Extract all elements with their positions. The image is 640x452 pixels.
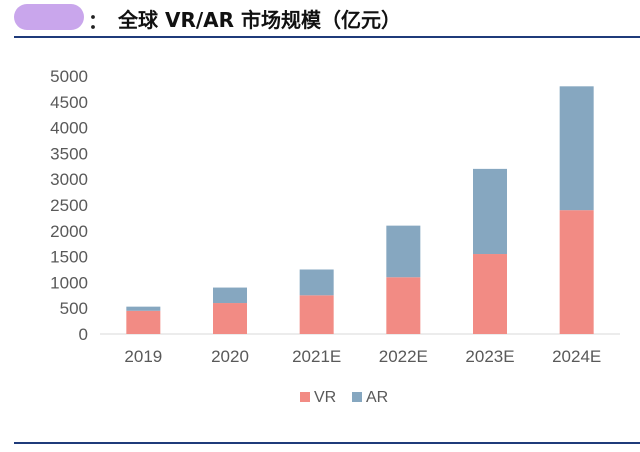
bar-vr	[386, 277, 421, 334]
bar-vr	[559, 210, 594, 334]
y-tick-label: 0	[79, 325, 88, 344]
y-tick-label: 3500	[50, 144, 88, 163]
bar-ar	[386, 225, 421, 278]
legend-swatch-ar	[352, 392, 362, 402]
bar-ar	[299, 269, 334, 296]
bottom-rule	[14, 442, 640, 444]
redaction-blob	[14, 4, 84, 30]
title-bar: ： 全球 VR/AR 市场规模（亿元）	[0, 0, 640, 34]
legend-label-vr: VR	[314, 389, 336, 406]
y-tick-label: 1500	[50, 248, 88, 267]
title-colon: ：	[88, 11, 108, 33]
y-tick-label: 5000	[50, 67, 88, 86]
bar-vr	[299, 295, 334, 334]
y-tick-label: 4000	[50, 119, 88, 138]
legend-swatch-vr	[300, 392, 310, 402]
bar-vr	[473, 254, 507, 334]
bar-ar	[213, 287, 247, 304]
y-tick-label: 2000	[50, 222, 88, 241]
bar-ar	[126, 306, 161, 311]
chart-title: 全球 VR/AR 市场规模（亿元）	[118, 8, 401, 32]
title-rule	[14, 36, 640, 38]
x-tick-label: 2024E	[552, 347, 601, 366]
x-tick-label: 2021E	[292, 347, 341, 366]
x-tick-label: 2023E	[465, 347, 514, 366]
x-tick-label: 2019	[124, 347, 162, 366]
y-tick-label: 3000	[50, 170, 88, 189]
x-tick-label: 2022E	[379, 347, 428, 366]
y-tick-label: 500	[60, 299, 88, 318]
y-tick-label: 1000	[50, 273, 88, 292]
x-tick-label: 2020	[211, 347, 249, 366]
legend-label-ar: AR	[366, 389, 388, 406]
y-tick-label: 2500	[50, 196, 88, 215]
bar-vr	[213, 303, 247, 334]
bar-ar	[473, 168, 507, 255]
bar-vr	[126, 310, 161, 334]
y-tick-label: 4500	[50, 93, 88, 112]
bar-ar	[559, 86, 594, 211]
stacked-bar-chart: 0 500 1000 1500 2000 2500 3000 3500 4000 4500 5000…	[50, 67, 620, 406]
